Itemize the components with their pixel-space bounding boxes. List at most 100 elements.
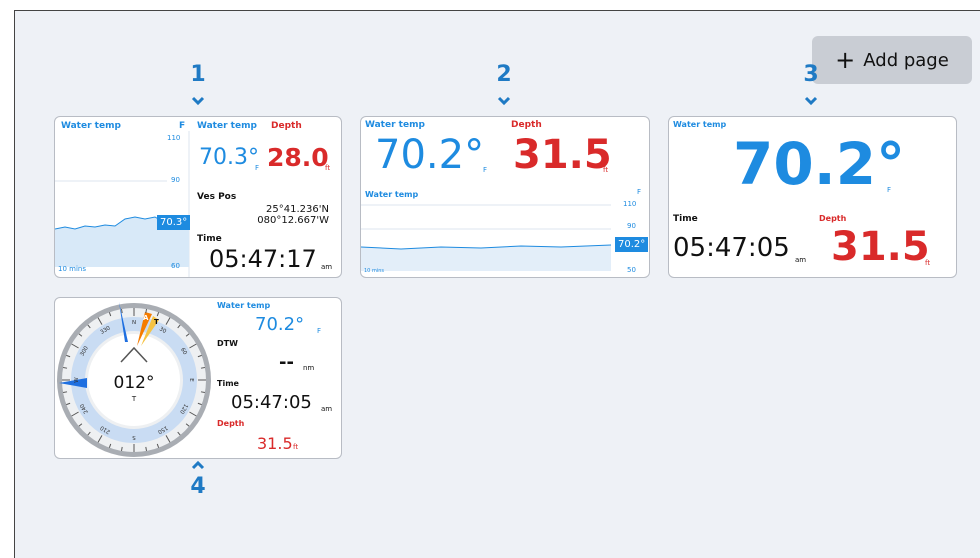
dial-tick [177, 431, 181, 436]
label: Time [197, 234, 222, 244]
label: Depth [819, 214, 847, 223]
dial-tick [71, 343, 79, 349]
label: Water temp [365, 120, 425, 130]
unit: ft [293, 443, 299, 451]
axis-label: 90 [627, 222, 636, 230]
chevron [191, 460, 205, 470]
unit: nm [303, 364, 315, 372]
dial-label: 30 [158, 326, 167, 335]
dial-tick [189, 411, 197, 417]
page-number: 2 [496, 62, 512, 87]
dial-tick [145, 446, 147, 451]
dial-tick [87, 431, 91, 436]
chart-title: Water temp [61, 121, 121, 131]
dial-tick [78, 333, 83, 337]
page-card[interactable]: Water temp F 110 90 60 70.3° 10 mins Wat… [54, 116, 342, 278]
page-card[interactable]: Water temp Depth 70.2° F 31.5 ft Water t… [360, 116, 650, 278]
compass: N 30 60 E 120 150 S 210 240 W 300 330 A T 012° T [57, 302, 211, 457]
value: 70.2° [255, 314, 305, 335]
dial-tick [197, 402, 202, 406]
chevron [191, 96, 205, 106]
dial-tick [197, 354, 202, 358]
dial-tick [63, 391, 68, 393]
dial-label: S [132, 434, 136, 440]
time-span: 10 mins [364, 268, 384, 274]
value: 28.0 [267, 143, 329, 172]
dial-tick [200, 391, 205, 393]
label: Water temp [217, 301, 271, 310]
label: Depth [271, 121, 302, 131]
dial-tick [177, 324, 181, 329]
dial-tick [63, 367, 68, 369]
dial-label: N [132, 320, 136, 326]
plus-icon: + [835, 46, 856, 74]
heading-ref: T [131, 395, 137, 403]
axis-label: 60 [171, 262, 180, 270]
chart-unit: F [637, 188, 642, 196]
heading: 012° [114, 373, 155, 393]
time: 05:47:05 [231, 392, 312, 413]
value: 70.3° [199, 145, 259, 170]
add-page-button[interactable]: + Add page [812, 36, 972, 84]
dial-label: 330 [99, 325, 112, 336]
suffix: am [321, 263, 333, 271]
chart-unit: F [179, 121, 186, 131]
label: Depth [511, 120, 542, 130]
axis-label: 110 [623, 200, 637, 208]
axis-label: 50 [627, 266, 636, 274]
dial-label: 120 [178, 402, 189, 415]
dial-tick [121, 309, 123, 314]
label: Depth [217, 419, 245, 428]
dial-tick [78, 423, 83, 427]
label: Time [673, 214, 698, 224]
dial-tick [97, 317, 103, 325]
dial-tick [97, 435, 103, 443]
value: 31.5 [513, 132, 612, 178]
value: -- [279, 352, 294, 373]
dial-tick [156, 312, 160, 317]
page-card[interactable]: Water temp 70.2° F Time Depth 05:47:05 a… [668, 116, 957, 278]
dial-tick [71, 411, 79, 417]
pointer-label: A [143, 314, 149, 322]
label: Ves Pos [197, 192, 237, 202]
chart-title: Water temp [365, 190, 419, 199]
dial-tick [185, 333, 190, 337]
value: 70.2° [375, 132, 485, 178]
label: Water temp [673, 120, 727, 129]
dial-tick [189, 343, 197, 349]
dial-tick [108, 312, 112, 317]
dial-label: 300 [79, 345, 90, 358]
current-value: 70.2° [615, 237, 649, 252]
longitude: 080°12.667'W [257, 215, 329, 226]
chevron [804, 96, 818, 106]
chart [361, 204, 612, 271]
value: 31.5 [831, 224, 930, 270]
dial-tick [185, 423, 190, 427]
time: 05:47:17 [209, 245, 317, 273]
page-number: 4 [190, 474, 206, 499]
dial-label: 240 [79, 402, 90, 415]
dial-tick [66, 354, 71, 358]
label: Water temp [197, 121, 257, 131]
axis-label: 110 [167, 134, 181, 142]
dial-label: E [188, 378, 194, 382]
unit: F [317, 327, 322, 335]
frame [14, 10, 980, 558]
unit: ft [603, 166, 609, 174]
page-number: 3 [803, 62, 819, 87]
value: 70.2° [733, 130, 906, 198]
dial-tick [66, 402, 71, 406]
unit: ft [325, 164, 331, 172]
label: Time [217, 379, 239, 388]
unit: F [887, 186, 892, 194]
chart [55, 131, 190, 277]
time-span: 10 mins [58, 265, 86, 273]
page-card[interactable]: N 30 60 E 120 150 S 210 240 W 300 330 A T 012° T Wa… [54, 297, 342, 459]
unit: F [255, 164, 260, 172]
button-label: Add page [863, 49, 949, 71]
dial-tick [121, 446, 123, 451]
suffix: am [795, 256, 807, 264]
axis-label: 90 [171, 176, 180, 184]
chevron [497, 96, 511, 106]
